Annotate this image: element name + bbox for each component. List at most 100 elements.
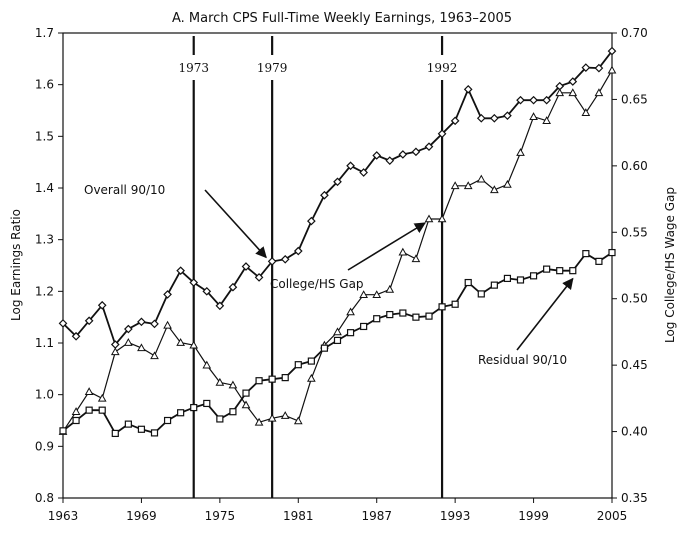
data-point-square (399, 309, 407, 317)
data-point-triangle (372, 290, 382, 299)
data-point-square (569, 267, 577, 275)
annotation-arrow (204, 189, 267, 259)
y-tick-label: 1.7 (35, 26, 54, 40)
y2-tick-label: 0.55 (621, 225, 648, 239)
vline-label: 1992 (427, 61, 458, 75)
data-point-diamond (254, 273, 264, 282)
data-point-square (582, 250, 590, 258)
data-point-diamond (189, 278, 199, 287)
data-point-square (137, 425, 146, 433)
data-point-triangle (437, 214, 447, 223)
data-point-square (150, 429, 159, 437)
data-point-diamond (568, 77, 578, 86)
data-point-triangle (607, 65, 617, 74)
annotation-label: Residual 90/10 (478, 353, 567, 367)
series-line-diamond (62, 50, 613, 347)
data-point-triangle (267, 413, 277, 422)
data-point-diamond (398, 150, 408, 159)
data-point-triangle (150, 351, 159, 360)
series-layer (58, 46, 617, 438)
data-point-square (425, 312, 433, 320)
data-point-diamond (359, 168, 368, 177)
data-point-square (490, 281, 498, 289)
data-point-diamond (516, 95, 525, 105)
y2-tick-label: 0.65 (621, 92, 648, 106)
data-point-triangle (333, 327, 342, 336)
y2-tick-label: 0.60 (621, 159, 648, 173)
data-point-square (255, 377, 263, 385)
data-point-diamond (163, 290, 172, 299)
data-point-square (242, 389, 250, 397)
data-point-square (595, 257, 603, 265)
data-point-triangle (202, 360, 212, 369)
data-point-diamond (503, 111, 512, 121)
data-point-triangle (163, 320, 172, 329)
data-point-square (529, 272, 538, 280)
data-point-triangle (189, 340, 199, 349)
data-point-diamond (307, 216, 316, 226)
x-tick-label: 1999 (518, 509, 549, 523)
y2-tick-label: 0.40 (621, 425, 648, 439)
y-tick-label: 1.6 (35, 78, 54, 92)
y2-tick-label: 0.35 (621, 491, 648, 505)
data-point-diamond (450, 116, 460, 126)
data-point-triangle (411, 254, 421, 263)
data-point-triangle (398, 247, 408, 256)
data-point-square (190, 403, 198, 412)
series-line-triangle (62, 69, 613, 432)
x-tick-label: 2005 (597, 509, 628, 523)
data-point-triangle (385, 284, 395, 293)
data-point-triangle (529, 112, 538, 120)
data-point-diamond (476, 113, 486, 123)
data-point-square (516, 276, 525, 284)
data-point-triangle (346, 307, 355, 316)
x-tick-label: 1969 (126, 509, 157, 523)
data-point-triangle (71, 407, 81, 415)
data-point-square (111, 429, 119, 438)
data-point-square (307, 357, 315, 365)
data-point-square (203, 399, 211, 408)
data-point-square (268, 375, 276, 383)
annotation-arrow (516, 277, 574, 351)
data-point-square (333, 336, 342, 345)
x-tick-label: 1987 (361, 509, 392, 523)
data-point-diamond (385, 156, 395, 165)
data-point-diamond (228, 282, 238, 292)
data-point-diamond (71, 331, 81, 341)
annotations-layer: Overall 90/10 College/HS Gap Residual 90/1… (84, 183, 574, 367)
x-tick-label: 1993 (440, 509, 471, 523)
data-point-triangle (581, 108, 591, 117)
y-tick-label: 1.4 (35, 181, 54, 195)
data-point-diamond (84, 316, 94, 326)
y-tick-label: 1.5 (35, 129, 54, 143)
data-point-diamond (137, 317, 146, 327)
data-point-diamond (176, 266, 185, 276)
y-tick-label: 1.2 (35, 284, 54, 298)
data-point-diamond (594, 63, 604, 73)
chart-title: A. March CPS Full-Time Weekly Earnings, … (172, 11, 512, 26)
data-point-square (608, 248, 616, 257)
data-point-diamond (463, 84, 473, 94)
y2-tick-label: 0.50 (621, 292, 648, 306)
data-point-square (543, 265, 551, 273)
data-point-triangle (110, 347, 120, 356)
x-tick-label: 1963 (48, 509, 79, 523)
data-point-triangle (594, 88, 604, 97)
data-point-diamond (346, 161, 355, 171)
data-point-triangle (293, 416, 303, 425)
vline-label: 1973 (178, 61, 209, 75)
annotation-arrow (347, 222, 426, 271)
data-point-triangle (84, 387, 94, 396)
data-point-square (360, 322, 368, 331)
y2-tick-label: 0.45 (621, 358, 648, 372)
y-tick-label: 1.1 (35, 336, 54, 350)
data-point-square (556, 267, 564, 275)
data-point-triangle (424, 214, 434, 223)
data-point-square (281, 374, 289, 382)
data-point-square (124, 420, 132, 428)
data-point-diamond (490, 113, 499, 123)
data-point-diamond (267, 257, 277, 266)
y-tick-label: 1.0 (35, 388, 54, 402)
data-point-diamond (202, 286, 212, 296)
